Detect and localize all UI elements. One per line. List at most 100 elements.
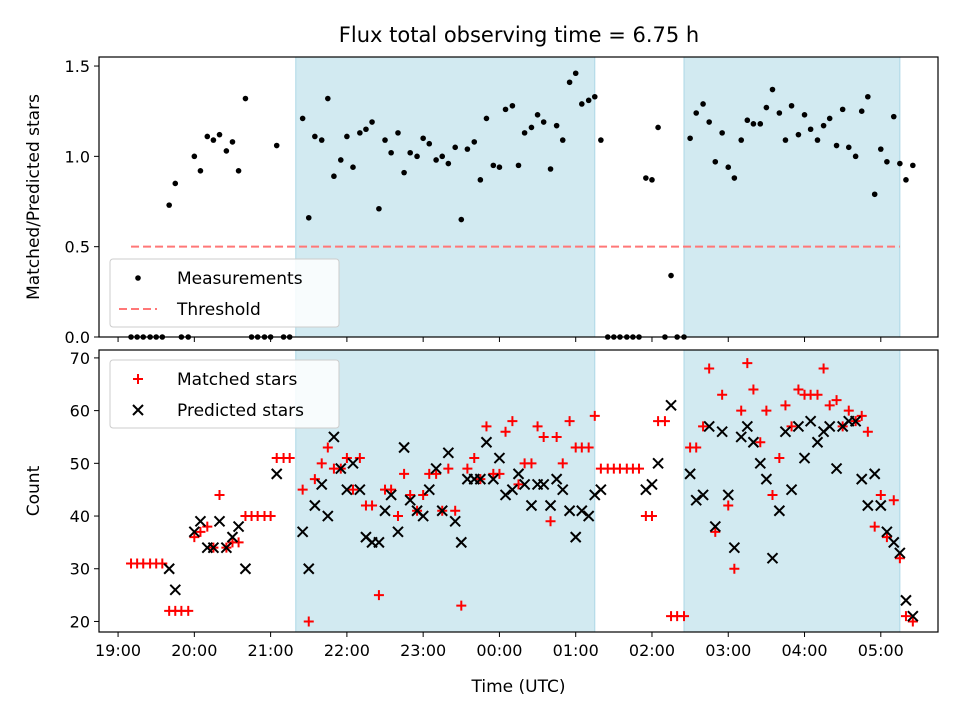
predicted-star-point <box>766 552 779 564</box>
y-tick-label: 40 <box>70 507 90 526</box>
matched-star-point <box>532 421 543 432</box>
measurement-point <box>490 162 497 169</box>
predicted-star-point <box>480 436 493 448</box>
measurement-point <box>795 131 802 138</box>
predicted-star-point <box>550 473 563 485</box>
measurement-point <box>318 137 325 143</box>
predicted-star-point <box>728 541 741 554</box>
measurement-point <box>464 146 471 152</box>
predicted-star-point <box>518 478 531 491</box>
matched-star-point <box>634 463 645 474</box>
measurement-point <box>769 86 776 93</box>
matched-star-point <box>189 532 200 543</box>
predicted-star-point <box>888 536 900 549</box>
matched-star-point <box>774 453 785 464</box>
measurement-point <box>788 102 795 109</box>
predicted-star-point <box>563 505 576 517</box>
matched-star-point <box>748 384 759 395</box>
predicted-star-point <box>335 462 347 475</box>
x-tick-label: 01:00 <box>553 641 599 660</box>
predicted-star-point <box>385 489 397 501</box>
measurement-point <box>312 133 318 140</box>
matched-star-point <box>373 590 384 601</box>
matched-star-point <box>564 416 575 427</box>
matched-star-point <box>545 516 556 527</box>
measurement-point <box>547 166 554 172</box>
matched-star-point <box>717 389 728 400</box>
matched-star-point <box>354 453 365 464</box>
measurement-point <box>395 130 401 136</box>
measurement-point <box>401 169 407 176</box>
y-tick-label: 70 <box>70 349 90 368</box>
matched-star-point <box>265 511 276 522</box>
predicted-star-point <box>493 452 506 464</box>
x-tick-label: 05:00 <box>858 641 904 660</box>
measurement-point <box>471 139 478 145</box>
predicted-star-point <box>785 483 798 496</box>
predicted-star-point <box>856 473 868 485</box>
y-tick-label: 50 <box>70 454 90 473</box>
x-tick-label: 20:00 <box>171 641 217 660</box>
measurement-point <box>344 133 350 140</box>
measurement-point <box>242 95 249 102</box>
measurement-point <box>903 177 909 183</box>
measurement-point <box>852 153 859 160</box>
measurement-point <box>216 131 223 138</box>
predicted-star-point <box>576 505 588 517</box>
matched-star-point <box>195 526 206 537</box>
measurement-point <box>433 157 439 163</box>
legend-label: Matched stars <box>177 370 297 390</box>
matched-star-point <box>869 521 880 532</box>
predicted-star-point <box>875 499 887 512</box>
matched-star-point <box>214 489 225 500</box>
predicted-star-point <box>697 489 709 501</box>
matched-star-point <box>418 489 429 500</box>
predicted-star-point <box>569 531 582 543</box>
legend-box <box>109 359 340 429</box>
predicted-star-point <box>373 536 385 549</box>
measurement-point <box>579 101 585 107</box>
matched-star-point <box>309 474 320 485</box>
axes-frame <box>98 56 939 338</box>
measurement-point <box>210 137 217 143</box>
y-tick-label: 1.5 <box>65 57 90 76</box>
measurement-point <box>763 104 770 111</box>
predicted-star-point <box>525 499 538 512</box>
predicted-star-point <box>188 526 201 538</box>
measurement-point <box>807 126 814 133</box>
axes-frame <box>98 349 939 633</box>
predicted-star-point <box>328 431 340 443</box>
matched-star-point <box>831 395 842 406</box>
predicted-star-point <box>709 520 721 533</box>
matched-star-point <box>900 611 911 622</box>
matched-star-point <box>646 511 657 522</box>
legend-x-swatch <box>132 404 144 416</box>
predicted-star-point <box>881 526 893 538</box>
predicted-star-point <box>735 431 747 443</box>
matched-star-point <box>698 421 709 432</box>
matched-star-point <box>284 453 295 464</box>
measurement-point <box>826 115 833 122</box>
measurement-point <box>820 122 827 129</box>
predicted-star-point <box>417 510 429 522</box>
measurement-point <box>884 158 890 165</box>
matched-star-point <box>538 431 549 442</box>
measurement-point <box>598 137 604 143</box>
measurement-point <box>833 142 840 149</box>
predicted-star-point <box>741 420 754 433</box>
measurement-point <box>477 177 484 183</box>
predicted-star-point <box>354 483 366 496</box>
predicted-star-point <box>703 420 715 433</box>
measurement-point <box>858 108 865 114</box>
measurement-point <box>738 137 745 143</box>
y-tick-label: 30 <box>70 560 90 579</box>
predicted-star-point <box>900 594 912 607</box>
matched-star-point <box>405 489 416 500</box>
predicted-star-point <box>779 425 792 438</box>
measurement-point <box>414 153 420 160</box>
matched-star-point <box>856 410 867 421</box>
predicted-star-point <box>907 610 919 622</box>
chart-title: Flux total observing time = 6.75 h <box>339 23 699 47</box>
measurement-point <box>363 126 369 133</box>
measurement-point <box>782 137 789 143</box>
